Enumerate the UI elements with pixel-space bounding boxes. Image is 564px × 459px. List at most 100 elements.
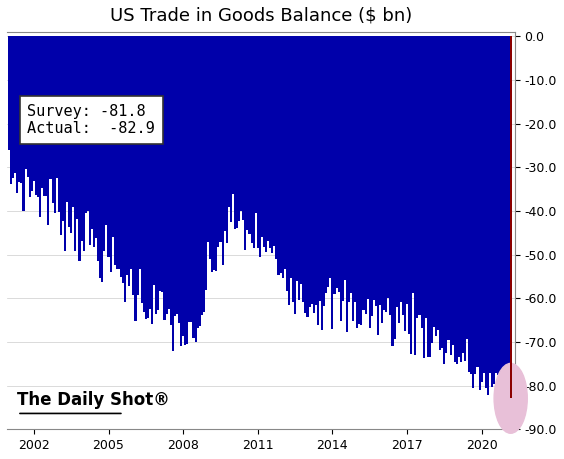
Bar	[89, 36, 91, 245]
Bar	[60, 36, 62, 235]
Bar	[219, 36, 222, 242]
Bar	[78, 36, 81, 261]
Bar	[164, 36, 165, 320]
Bar	[474, 36, 477, 375]
Bar	[398, 36, 400, 323]
Bar	[133, 36, 134, 295]
Bar	[422, 36, 425, 358]
Bar	[54, 36, 56, 213]
Bar	[140, 36, 143, 303]
Bar	[116, 36, 118, 269]
Bar	[168, 36, 170, 309]
Bar	[178, 36, 180, 323]
Bar	[16, 36, 19, 192]
Bar	[199, 36, 201, 326]
Bar	[292, 36, 294, 302]
Bar	[427, 36, 429, 357]
Bar	[312, 36, 315, 313]
Bar	[253, 36, 255, 248]
Bar	[192, 36, 195, 338]
Bar	[85, 36, 87, 213]
Bar	[431, 36, 433, 343]
Bar	[321, 36, 323, 330]
Bar	[213, 36, 215, 269]
Bar	[134, 36, 136, 320]
Bar	[41, 36, 43, 188]
Bar	[462, 36, 464, 353]
Bar	[286, 36, 288, 291]
Bar	[441, 36, 443, 347]
Bar	[381, 36, 383, 323]
Bar	[418, 36, 421, 314]
Bar	[497, 36, 499, 375]
Bar	[249, 36, 250, 234]
Bar	[33, 36, 35, 181]
Bar	[228, 36, 230, 207]
Bar	[174, 36, 176, 316]
Bar	[391, 36, 394, 346]
Circle shape	[494, 364, 527, 433]
Bar	[504, 36, 505, 391]
Bar	[105, 36, 108, 224]
Bar	[447, 36, 450, 340]
Bar	[377, 36, 379, 336]
Bar	[205, 36, 207, 290]
Bar	[37, 36, 39, 196]
Bar	[93, 36, 95, 247]
Bar	[327, 36, 329, 287]
Bar	[112, 36, 114, 237]
Bar	[186, 36, 188, 344]
Bar	[126, 36, 128, 275]
Bar	[402, 36, 404, 315]
Bar	[346, 36, 348, 331]
Bar	[25, 36, 27, 169]
Bar	[290, 36, 292, 278]
Bar	[395, 36, 398, 307]
Bar	[460, 36, 462, 363]
Bar	[415, 36, 416, 355]
Bar	[184, 36, 186, 345]
Bar	[311, 36, 312, 304]
Bar	[23, 36, 25, 211]
Bar	[470, 36, 472, 374]
Bar	[501, 36, 504, 402]
Bar	[97, 36, 99, 261]
Bar	[120, 36, 122, 277]
Bar	[356, 36, 358, 328]
Bar	[340, 36, 342, 321]
Title: US Trade in Goods Balance ($ bn): US Trade in Goods Balance ($ bn)	[110, 7, 412, 25]
Bar	[410, 36, 412, 354]
Bar	[269, 36, 271, 248]
Bar	[342, 36, 344, 302]
Bar	[394, 36, 395, 339]
Bar	[234, 36, 236, 229]
Bar	[305, 36, 306, 313]
Bar	[389, 36, 391, 315]
Bar	[66, 36, 68, 202]
Bar	[404, 36, 406, 331]
Bar	[493, 36, 495, 384]
Bar	[165, 36, 168, 313]
Bar	[302, 36, 305, 302]
Bar	[344, 36, 346, 280]
Bar	[170, 36, 172, 325]
Bar	[136, 36, 139, 295]
Bar	[222, 36, 223, 265]
Bar	[47, 36, 50, 225]
Bar	[367, 36, 369, 299]
Bar	[223, 36, 226, 231]
Bar	[280, 36, 281, 273]
Bar	[495, 36, 497, 373]
Bar	[188, 36, 191, 322]
Bar	[400, 36, 402, 302]
Bar	[8, 36, 10, 150]
Bar	[14, 36, 16, 173]
Bar	[450, 36, 452, 355]
Bar	[294, 36, 296, 314]
Bar	[319, 36, 321, 302]
Bar	[267, 36, 269, 241]
Bar	[29, 36, 31, 196]
Bar	[81, 36, 82, 241]
Bar	[103, 36, 105, 251]
Bar	[207, 36, 209, 242]
